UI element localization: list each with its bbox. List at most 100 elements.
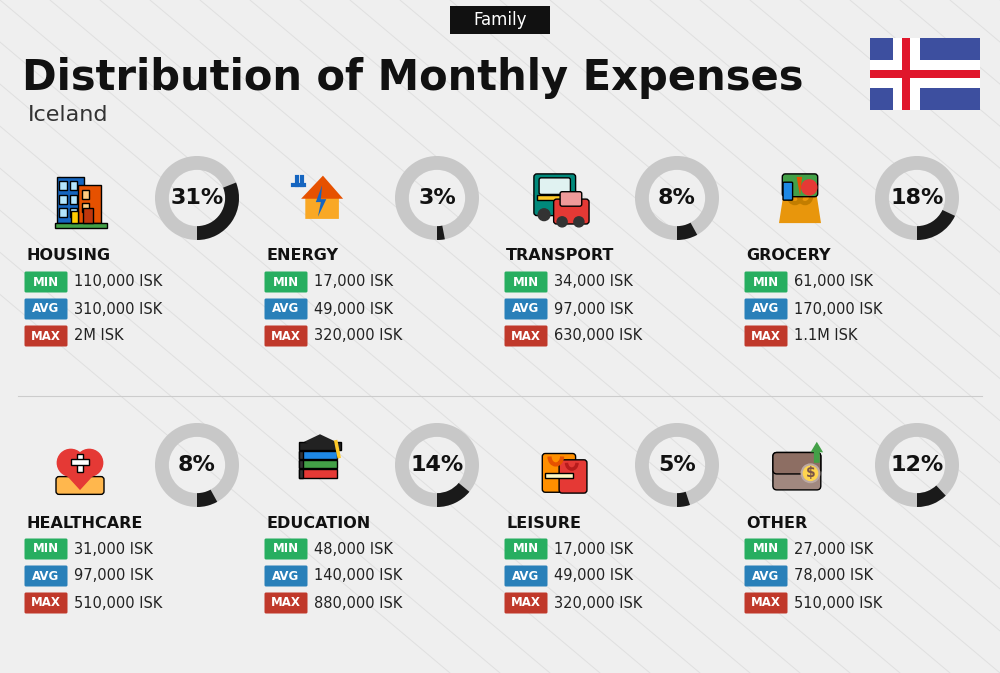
Text: MAX: MAX [511, 596, 541, 610]
Text: MAX: MAX [511, 330, 541, 343]
Text: 320,000 ISK: 320,000 ISK [554, 596, 642, 610]
Circle shape [76, 450, 103, 476]
Text: 12%: 12% [890, 455, 944, 475]
FancyBboxPatch shape [299, 469, 303, 478]
FancyBboxPatch shape [55, 223, 107, 228]
Text: 630,000 ISK: 630,000 ISK [554, 328, 642, 343]
Polygon shape [810, 441, 823, 463]
FancyBboxPatch shape [450, 6, 550, 34]
FancyBboxPatch shape [545, 473, 573, 478]
Wedge shape [875, 423, 959, 507]
Text: 110,000 ISK: 110,000 ISK [74, 275, 162, 289]
FancyBboxPatch shape [299, 441, 341, 450]
Text: 880,000 ISK: 880,000 ISK [314, 596, 402, 610]
Text: 31,000 ISK: 31,000 ISK [74, 542, 153, 557]
FancyBboxPatch shape [744, 538, 788, 559]
FancyBboxPatch shape [559, 460, 587, 493]
FancyBboxPatch shape [299, 460, 337, 468]
Text: MIN: MIN [753, 542, 779, 555]
FancyBboxPatch shape [744, 565, 788, 586]
Wedge shape [917, 210, 955, 240]
Text: MAX: MAX [31, 330, 61, 343]
Text: 18%: 18% [890, 188, 944, 208]
Text: ENERGY: ENERGY [266, 248, 338, 264]
FancyBboxPatch shape [59, 194, 67, 204]
FancyBboxPatch shape [78, 185, 101, 223]
Text: AVG: AVG [32, 302, 60, 316]
Circle shape [574, 217, 584, 227]
FancyBboxPatch shape [870, 61, 980, 87]
FancyBboxPatch shape [264, 271, 308, 293]
FancyBboxPatch shape [264, 538, 308, 559]
FancyBboxPatch shape [505, 592, 548, 614]
FancyBboxPatch shape [59, 208, 67, 217]
Text: 3%: 3% [418, 188, 456, 208]
FancyBboxPatch shape [744, 326, 788, 347]
Text: 2M ISK: 2M ISK [74, 328, 124, 343]
Text: MAX: MAX [31, 596, 61, 610]
Text: AVG: AVG [32, 569, 60, 583]
FancyBboxPatch shape [505, 299, 548, 320]
FancyBboxPatch shape [744, 299, 788, 320]
FancyBboxPatch shape [554, 199, 589, 224]
FancyBboxPatch shape [505, 565, 548, 586]
Text: HEALTHCARE: HEALTHCARE [26, 516, 142, 530]
FancyBboxPatch shape [57, 177, 84, 223]
Polygon shape [304, 434, 336, 450]
FancyBboxPatch shape [24, 299, 68, 320]
FancyBboxPatch shape [82, 203, 89, 212]
Text: MAX: MAX [751, 330, 781, 343]
Circle shape [559, 209, 571, 221]
Text: 310,000 ISK: 310,000 ISK [74, 302, 162, 316]
Wedge shape [635, 156, 719, 240]
FancyBboxPatch shape [70, 194, 77, 204]
Text: $: $ [806, 466, 815, 481]
FancyBboxPatch shape [264, 565, 308, 586]
FancyBboxPatch shape [264, 299, 308, 320]
Polygon shape [797, 177, 802, 196]
FancyBboxPatch shape [70, 181, 77, 190]
Wedge shape [677, 223, 697, 240]
FancyBboxPatch shape [24, 271, 68, 293]
Wedge shape [437, 225, 445, 240]
Text: 78,000 ISK: 78,000 ISK [794, 569, 873, 583]
Text: AVG: AVG [512, 302, 540, 316]
FancyBboxPatch shape [773, 452, 821, 474]
Wedge shape [875, 156, 959, 240]
Text: 8%: 8% [658, 188, 696, 208]
Text: AVG: AVG [272, 302, 300, 316]
Text: Family: Family [473, 11, 527, 29]
Text: AVG: AVG [752, 569, 780, 583]
Text: 31%: 31% [170, 188, 224, 208]
FancyBboxPatch shape [56, 476, 104, 495]
FancyBboxPatch shape [783, 182, 793, 200]
Text: 49,000 ISK: 49,000 ISK [314, 302, 393, 316]
FancyBboxPatch shape [542, 454, 576, 492]
FancyBboxPatch shape [299, 469, 337, 478]
Text: 8%: 8% [178, 455, 216, 475]
Text: 320,000 ISK: 320,000 ISK [314, 328, 402, 343]
Text: GROCERY: GROCERY [746, 248, 830, 264]
Text: MIN: MIN [513, 275, 539, 289]
Text: MAX: MAX [751, 596, 781, 610]
Text: MIN: MIN [273, 275, 299, 289]
FancyBboxPatch shape [744, 271, 788, 293]
FancyBboxPatch shape [870, 38, 980, 110]
FancyBboxPatch shape [505, 271, 548, 293]
Text: 61,000 ISK: 61,000 ISK [794, 275, 873, 289]
Polygon shape [316, 185, 326, 217]
FancyBboxPatch shape [83, 209, 93, 223]
FancyBboxPatch shape [71, 458, 89, 465]
Wedge shape [197, 182, 239, 240]
FancyBboxPatch shape [71, 211, 78, 223]
Wedge shape [395, 156, 479, 240]
FancyBboxPatch shape [505, 538, 548, 559]
Text: LEISURE: LEISURE [506, 516, 581, 530]
Polygon shape [779, 196, 821, 223]
FancyBboxPatch shape [782, 174, 818, 197]
Circle shape [538, 209, 550, 221]
FancyBboxPatch shape [299, 451, 337, 459]
Text: MIN: MIN [753, 275, 779, 289]
Text: MIN: MIN [33, 542, 59, 555]
FancyBboxPatch shape [264, 326, 308, 347]
